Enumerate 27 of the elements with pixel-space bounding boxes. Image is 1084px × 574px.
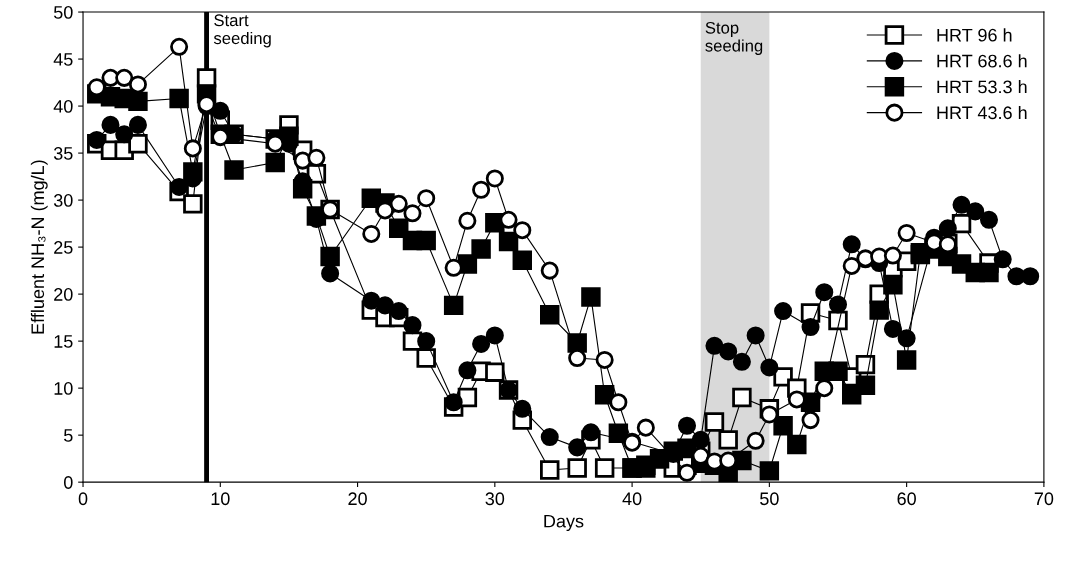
x-tick-label: 20 [348,492,367,506]
y-tick-label: 5 [63,429,73,442]
x-tick-label: 40 [622,492,642,506]
x-axis-title: Days [544,514,584,532]
y-axis-title: Effluent NH₃-N (mg/L) [30,160,48,334]
y-tick-label: 15 [54,335,73,348]
x-tick-label: 30 [485,492,505,506]
legend-label: HRT 53.3 h [937,80,1027,94]
x-tick-label: 50 [760,492,779,506]
y-tick-label: 0 [63,476,73,489]
legend-label: HRT 68.6 h [937,54,1027,68]
y-tick-label: 35 [53,147,73,160]
legend-label: HRT 96 h [937,28,1012,42]
y-tick-label: 20 [54,288,73,301]
y-tick-label: 40 [53,100,73,113]
x-tick-label: 70 [1034,492,1054,506]
y-tick-label: 50 [53,5,73,19]
band-label: Stop seeding [705,21,763,55]
y-tick-label: 10 [54,382,73,395]
y-tick-label: 45 [53,53,73,66]
x-tick-label: 0 [78,492,88,506]
ref-line-label: Start seeding [213,14,271,48]
x-tick-label: 60 [897,492,916,506]
y-tick-label: 25 [54,241,73,254]
legend-label: HRT 43.6 h [937,105,1027,120]
x-tick-label: 10 [211,492,230,506]
y-tick-label: 30 [53,194,73,207]
